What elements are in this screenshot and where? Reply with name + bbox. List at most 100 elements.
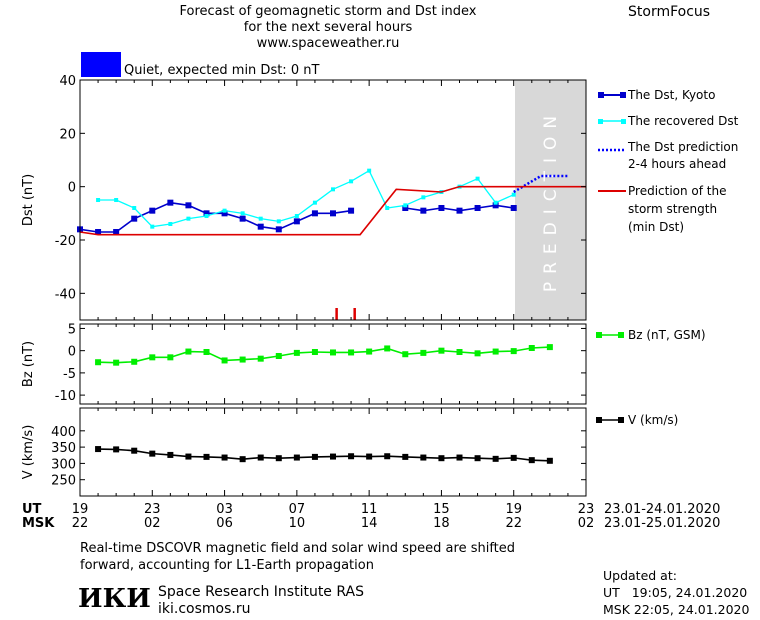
legend-prediction-label-2: 2-4 hours ahead [628,157,726,171]
data-point [456,454,463,461]
data-point [492,202,499,209]
legend-storm-label-2: storm strength [628,202,717,216]
data-point [258,216,263,221]
y-tick-label: -5 [63,367,76,382]
data-point [239,215,246,222]
data-point [546,457,553,464]
prediction-label: PREDICTION [541,108,561,292]
data-point [149,354,156,361]
data-point [348,453,355,460]
data-point [293,349,300,356]
data-point [474,455,481,462]
chart-title: Forecast of geomagnetic storm and Dst in… [100,4,556,52]
title-line-1: Forecast of geomagnetic storm and Dst in… [179,4,477,19]
bz-panel: -10 -5 0 5 Bz (nT) [21,322,587,405]
ut-label: UT [22,502,42,517]
legend-item-v: V (km/s) [596,413,678,427]
data-point [276,219,281,224]
x-tick-label-ut: 15 [433,502,450,517]
x-tick-label-ut: 19 [72,502,89,517]
legend-bz-label: Bz (nT, GSM) [628,328,706,342]
y-tick-label: 400 [51,425,76,440]
data-point [167,199,174,206]
msk-range: 23.01-25.01.2020 [604,516,720,531]
data-point [239,456,246,463]
data-point [167,451,174,458]
series-line-1-0 [98,346,550,364]
data-point [114,198,119,202]
legend-storm-label-1: Prediction of the [628,184,727,198]
data-point [222,208,227,213]
data-point [113,446,120,453]
data-point [203,349,210,355]
data-point [492,348,499,355]
data-point [348,207,355,214]
data-point [402,205,409,211]
data-point [456,349,463,355]
footer-note-line-2: forward, accounting for L1-Earth propaga… [80,558,374,573]
data-point [95,229,102,235]
data-point [203,210,210,217]
data-point [132,206,137,210]
x-tick-label-ut: 23 [144,502,161,517]
prediction-band [515,80,586,320]
msk-label: MSK [22,516,55,531]
data-point [366,453,373,460]
y-tick-label: 350 [51,441,76,456]
dst-plot-frame [79,79,587,321]
data-point [131,447,138,454]
legend-storm-label-3: (min Dst) [628,220,684,234]
bz-ylabel: Bz (nT) [21,341,36,387]
data-point [257,355,264,362]
x-tick-label-msk: 02 [144,516,161,531]
v-plot-frame [79,407,587,497]
data-point [203,453,210,460]
data-point [167,354,174,361]
y-tick-label: 0 [68,345,76,360]
data-point [185,202,192,209]
data-point [420,207,427,214]
data-point [275,455,282,462]
data-point [294,214,299,218]
y-tick-label: 20 [59,127,76,142]
x-tick-label-msk: 14 [361,516,378,531]
title-line-2: for the next several hours [243,20,413,35]
data-point [438,205,445,211]
y-tick-label: 40 [59,74,76,89]
legend-item-storm: Prediction of the storm strength (min Ds… [598,184,727,234]
updated-block: Updated at: UT 19:05, 24.01.2020 MSK 22:… [603,567,749,618]
data-point [257,223,264,230]
data-point [384,345,391,352]
data-point [348,349,355,356]
x-tick-label-msk: 22 [505,516,522,531]
data-point [367,168,372,173]
data-point [403,203,408,208]
y-tick-label: 250 [51,474,76,489]
status-swatch [81,52,121,77]
y-tick-label: 5 [68,322,76,337]
title-line-3[interactable]: www.spaceweather.ru [256,36,400,51]
status-text: Quiet, expected min Dst: 0 nT [124,63,320,78]
data-point [366,348,373,355]
legend-prediction-label-1: The Dst prediction [627,140,738,154]
updated-label: Updated at: [603,568,677,583]
data-point [420,454,427,461]
x-tick-label-ut: 07 [289,502,306,517]
y-tick-label: -40 [55,287,76,302]
data-point [311,349,318,355]
data-point [149,450,156,457]
v-ylabel: V (km/s) [21,425,36,480]
data-point [510,205,517,211]
series-line-0-4 [79,185,586,236]
data-point [492,455,499,462]
legend-item-bz: Bz (nT, GSM) [596,328,706,342]
x-tick-label-ut: 19 [505,502,522,517]
dst-ylabel: Dst (nT) [21,174,36,226]
data-point [511,192,516,197]
data-point [330,349,336,356]
data-point [510,454,517,461]
institute-site[interactable]: iki.cosmos.ru [158,601,251,617]
data-point [275,353,282,359]
data-point [275,226,282,233]
